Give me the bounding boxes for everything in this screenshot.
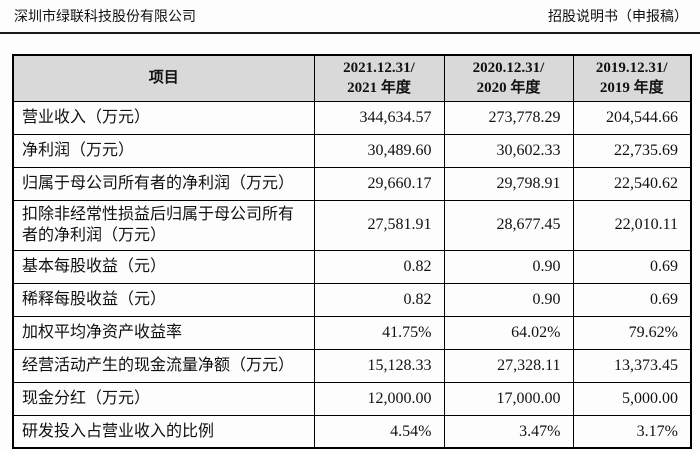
table-row: 稀释每股收益（元） 0.82 0.90 0.69: [12, 282, 692, 317]
cell-value: 41.75%: [313, 315, 445, 350]
row-label: 研发投入占营业收入的比例: [12, 414, 315, 449]
cell-value: 15,128.33: [313, 348, 445, 383]
cell-value: 64.02%: [443, 315, 574, 350]
cell-value: 0.82: [313, 249, 445, 284]
row-label: 现金分红（万元）: [12, 381, 315, 416]
table-row: 基本每股收益（元） 0.82 0.90 0.69: [12, 249, 692, 284]
cell-value: 13,373.45: [572, 348, 692, 383]
table-row: 营业收入（万元） 344,634.57 273,778.29 204,544.6…: [12, 100, 692, 135]
column-header-2020: 2020.12.31/ 2020 年度: [443, 54, 574, 102]
cell-value: 12,000.00: [313, 381, 445, 416]
row-label: 营业收入（万元）: [12, 100, 315, 135]
table-row: 现金分红（万元） 12,000.00 17,000.00 5,000.00: [12, 381, 692, 416]
cell-value: 0.82: [313, 282, 445, 317]
cell-value: 273,778.29: [443, 100, 574, 135]
column-header-item: 项目: [12, 54, 315, 102]
cell-value: 30,602.33: [443, 133, 574, 168]
row-label: 净利润（万元）: [12, 133, 315, 168]
cell-value: 22,010.11: [572, 199, 692, 251]
cell-value: 30,489.60: [313, 133, 445, 168]
row-label: 稀释每股收益（元）: [12, 282, 315, 317]
cell-value: 0.90: [443, 249, 574, 284]
cell-value: 5,000.00: [572, 381, 692, 416]
cell-value: 17,000.00: [443, 381, 574, 416]
cell-value: 22,540.62: [572, 166, 692, 201]
table-row: 研发投入占营业收入的比例 4.54% 3.47% 3.17%: [12, 414, 692, 449]
cell-value: 3.17%: [572, 414, 692, 449]
row-label: 加权平均净资产收益率: [12, 315, 315, 350]
cell-value: 27,581.91: [313, 199, 445, 251]
cell-value: 29,660.17: [313, 166, 445, 201]
row-label: 基本每股收益（元）: [12, 249, 315, 284]
table-row: 扣除非经常性损益后归属于母公司所有者的净利润（万元） 27,581.91 28,…: [12, 199, 692, 251]
column-header-2019: 2019.12.31/ 2019 年度: [572, 54, 692, 102]
cell-value: 79.62%: [572, 315, 692, 350]
table-row: 归属于母公司所有者的净利润（万元） 29,660.17 29,798.91 22…: [12, 166, 692, 201]
cell-value: 0.69: [572, 282, 692, 317]
cell-value: 0.90: [443, 282, 574, 317]
table-header-row: 项目 2021.12.31/ 2021 年度 2020.12.31/ 2020 …: [12, 54, 692, 102]
cell-value: 344,634.57: [313, 100, 445, 135]
row-label: 归属于母公司所有者的净利润（万元）: [12, 166, 315, 201]
table-body: 营业收入（万元） 344,634.57 273,778.29 204,544.6…: [12, 100, 692, 449]
cell-value: 0.69: [572, 249, 692, 284]
row-label: 经营活动产生的现金流量净额（万元）: [12, 348, 315, 383]
table-header: 项目 2021.12.31/ 2021 年度 2020.12.31/ 2020 …: [12, 54, 692, 102]
doc-title: 招股说明书（申报稿）: [548, 10, 688, 25]
page-header: 深圳市绿联科技股份有限公司 招股说明书（申报稿）: [0, 0, 700, 35]
table-row: 加权平均净资产收益率 41.75% 64.02% 79.62%: [12, 315, 692, 350]
cell-value: 29,798.91: [443, 166, 574, 201]
column-header-2021: 2021.12.31/ 2021 年度: [313, 54, 445, 102]
table-row: 经营活动产生的现金流量净额（万元） 15,128.33 27,328.11 13…: [12, 348, 692, 383]
company-name: 深圳市绿联科技股份有限公司: [14, 10, 196, 25]
cell-value: 4.54%: [313, 414, 445, 449]
financial-summary-table: 项目 2021.12.31/ 2021 年度 2020.12.31/ 2020 …: [12, 54, 692, 450]
cell-value: 22,735.69: [572, 133, 692, 168]
row-label: 扣除非经常性损益后归属于母公司所有者的净利润（万元）: [12, 199, 315, 251]
cell-value: 28,677.45: [443, 199, 574, 251]
table-row: 净利润（万元） 30,489.60 30,602.33 22,735.69: [12, 133, 692, 168]
cell-value: 3.47%: [443, 414, 574, 449]
cell-value: 204,544.66: [572, 100, 692, 135]
cell-value: 27,328.11: [443, 348, 574, 383]
